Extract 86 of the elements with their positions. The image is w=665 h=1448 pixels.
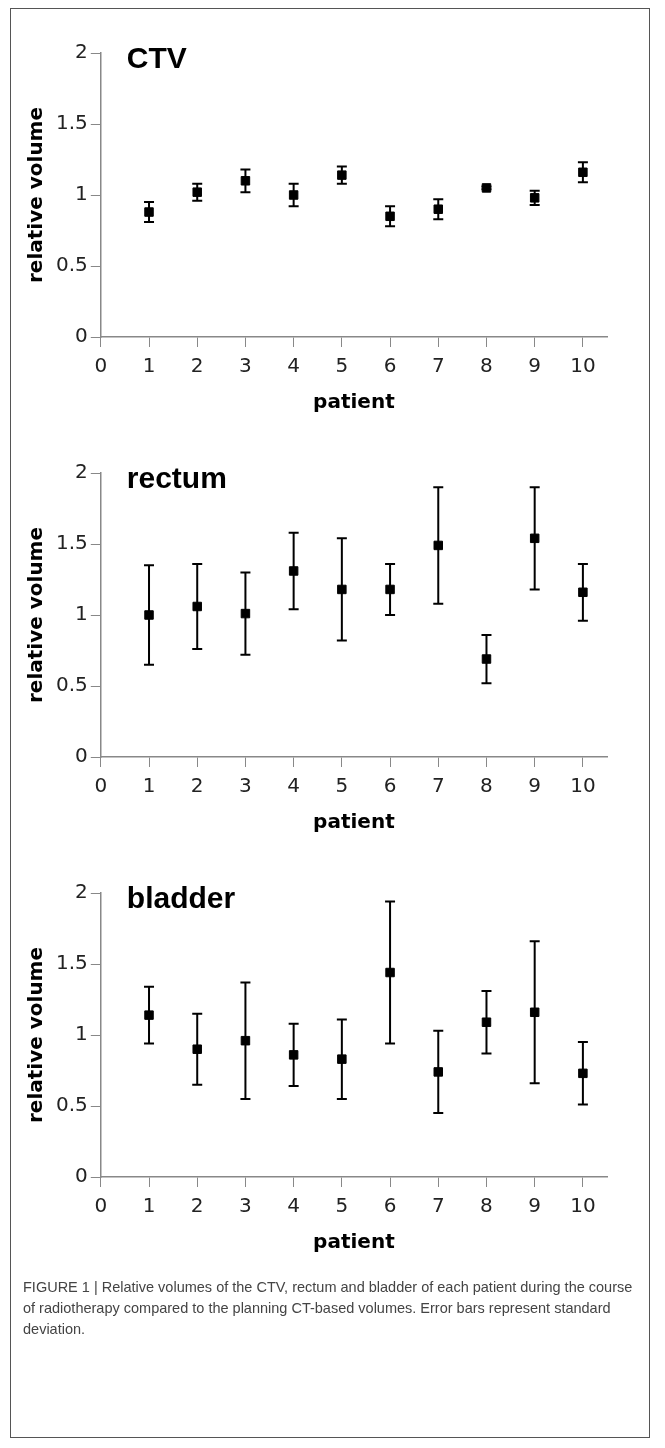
point bbox=[337, 1054, 347, 1064]
x-tick-label: 8 bbox=[480, 353, 493, 378]
x-tick-label: 10 bbox=[570, 353, 596, 378]
x-tick-label: 6 bbox=[383, 353, 397, 378]
x-axis-title: patient bbox=[313, 809, 396, 834]
point bbox=[481, 654, 492, 664]
point bbox=[529, 533, 540, 544]
y-axis-title: relative volume bbox=[23, 526, 48, 704]
x-tick-label: 2 bbox=[190, 773, 204, 798]
y-tick-label: 1.5 bbox=[55, 530, 88, 555]
x-tick-label: 7 bbox=[431, 1193, 445, 1218]
x-tick-label: 6 bbox=[383, 1193, 397, 1218]
y-tick-label: 1 bbox=[75, 181, 88, 206]
point bbox=[578, 167, 588, 178]
x-tick-label: 0 bbox=[94, 773, 108, 798]
x-tick-label: 0 bbox=[94, 353, 108, 378]
y-axis-title: relative volume bbox=[23, 106, 48, 284]
point bbox=[481, 1017, 492, 1027]
point bbox=[144, 207, 154, 217]
point bbox=[578, 587, 588, 598]
point bbox=[192, 187, 202, 197]
x-tick-label: 9 bbox=[528, 1193, 542, 1218]
point bbox=[240, 608, 251, 619]
point bbox=[288, 190, 299, 200]
x-tick-label: 8 bbox=[480, 1193, 493, 1218]
y-tick-label: 2 bbox=[75, 879, 88, 904]
x-axis-title: patient bbox=[313, 1229, 396, 1254]
chart-title: bladder bbox=[126, 881, 236, 915]
caption: FIGURE 1 | Relative volumes of the CTV, rectum and bladder of each patient during the course of radiotherapy compared to the planning CT-based volumes. Error bars represent standard deviation. bbox=[23, 1278, 634, 1340]
x-tick-label: 3 bbox=[239, 1193, 252, 1218]
x-tick-label: 1 bbox=[142, 773, 156, 798]
y-tick-label: 0.5 bbox=[55, 1092, 88, 1117]
y-tick-label: 0 bbox=[75, 743, 88, 768]
y-tick-label: 1 bbox=[75, 1021, 88, 1046]
x-tick-label: 2 bbox=[190, 353, 204, 378]
y-tick-label: 0.5 bbox=[55, 672, 88, 697]
x-tick-label: 9 bbox=[528, 773, 542, 798]
x-tick-label: 4 bbox=[287, 353, 301, 378]
point bbox=[385, 211, 395, 222]
point bbox=[433, 1067, 444, 1077]
chart-title: rectum bbox=[126, 461, 227, 495]
point bbox=[433, 540, 444, 551]
x-tick-label: 10 bbox=[570, 773, 596, 798]
y-tick-label: 1.5 bbox=[55, 950, 88, 975]
x-tick-label: 2 bbox=[190, 1193, 204, 1218]
x-axis-title: patient bbox=[313, 389, 396, 414]
point bbox=[288, 1050, 299, 1060]
point bbox=[192, 601, 202, 612]
x-tick-label: 9 bbox=[528, 353, 542, 378]
x-tick-label: 8 bbox=[480, 773, 493, 798]
point bbox=[529, 1007, 540, 1018]
y-tick-label: 0 bbox=[75, 323, 88, 348]
point bbox=[385, 584, 395, 595]
x-tick-label: 5 bbox=[335, 773, 349, 798]
y-tick-label: 1 bbox=[75, 601, 88, 626]
point bbox=[144, 1010, 154, 1020]
point bbox=[337, 584, 347, 595]
x-tick-label: 6 bbox=[383, 773, 397, 798]
point bbox=[288, 566, 299, 576]
y-tick-label: 1.5 bbox=[55, 110, 88, 135]
y-tick-label: 0 bbox=[75, 1163, 88, 1188]
point bbox=[578, 1068, 588, 1079]
y-tick-label: 2 bbox=[75, 39, 88, 64]
point bbox=[240, 1035, 251, 1046]
point bbox=[240, 176, 251, 186]
point bbox=[433, 204, 444, 214]
x-tick-label: 7 bbox=[431, 773, 445, 798]
x-tick-label: 10 bbox=[570, 1193, 596, 1218]
x-tick-label: 5 bbox=[335, 1193, 349, 1218]
point bbox=[337, 170, 347, 180]
chart-title: CTV bbox=[126, 41, 187, 75]
point bbox=[385, 967, 395, 978]
x-tick-label: 3 bbox=[239, 773, 252, 798]
x-tick-label: 4 bbox=[287, 773, 301, 798]
x-tick-label: 0 bbox=[94, 1193, 108, 1218]
x-tick-label: 3 bbox=[239, 353, 252, 378]
x-tick-label: 1 bbox=[142, 1193, 156, 1218]
x-tick-label: 5 bbox=[335, 353, 349, 378]
x-tick-label: 7 bbox=[431, 353, 445, 378]
x-tick-label: 4 bbox=[287, 1193, 301, 1218]
point bbox=[144, 610, 154, 620]
point bbox=[192, 1044, 202, 1054]
x-tick-label: 1 bbox=[142, 353, 156, 378]
y-axis-title: relative volume bbox=[23, 946, 48, 1124]
y-tick-label: 0.5 bbox=[55, 252, 88, 277]
y-tick-label: 2 bbox=[75, 459, 88, 484]
